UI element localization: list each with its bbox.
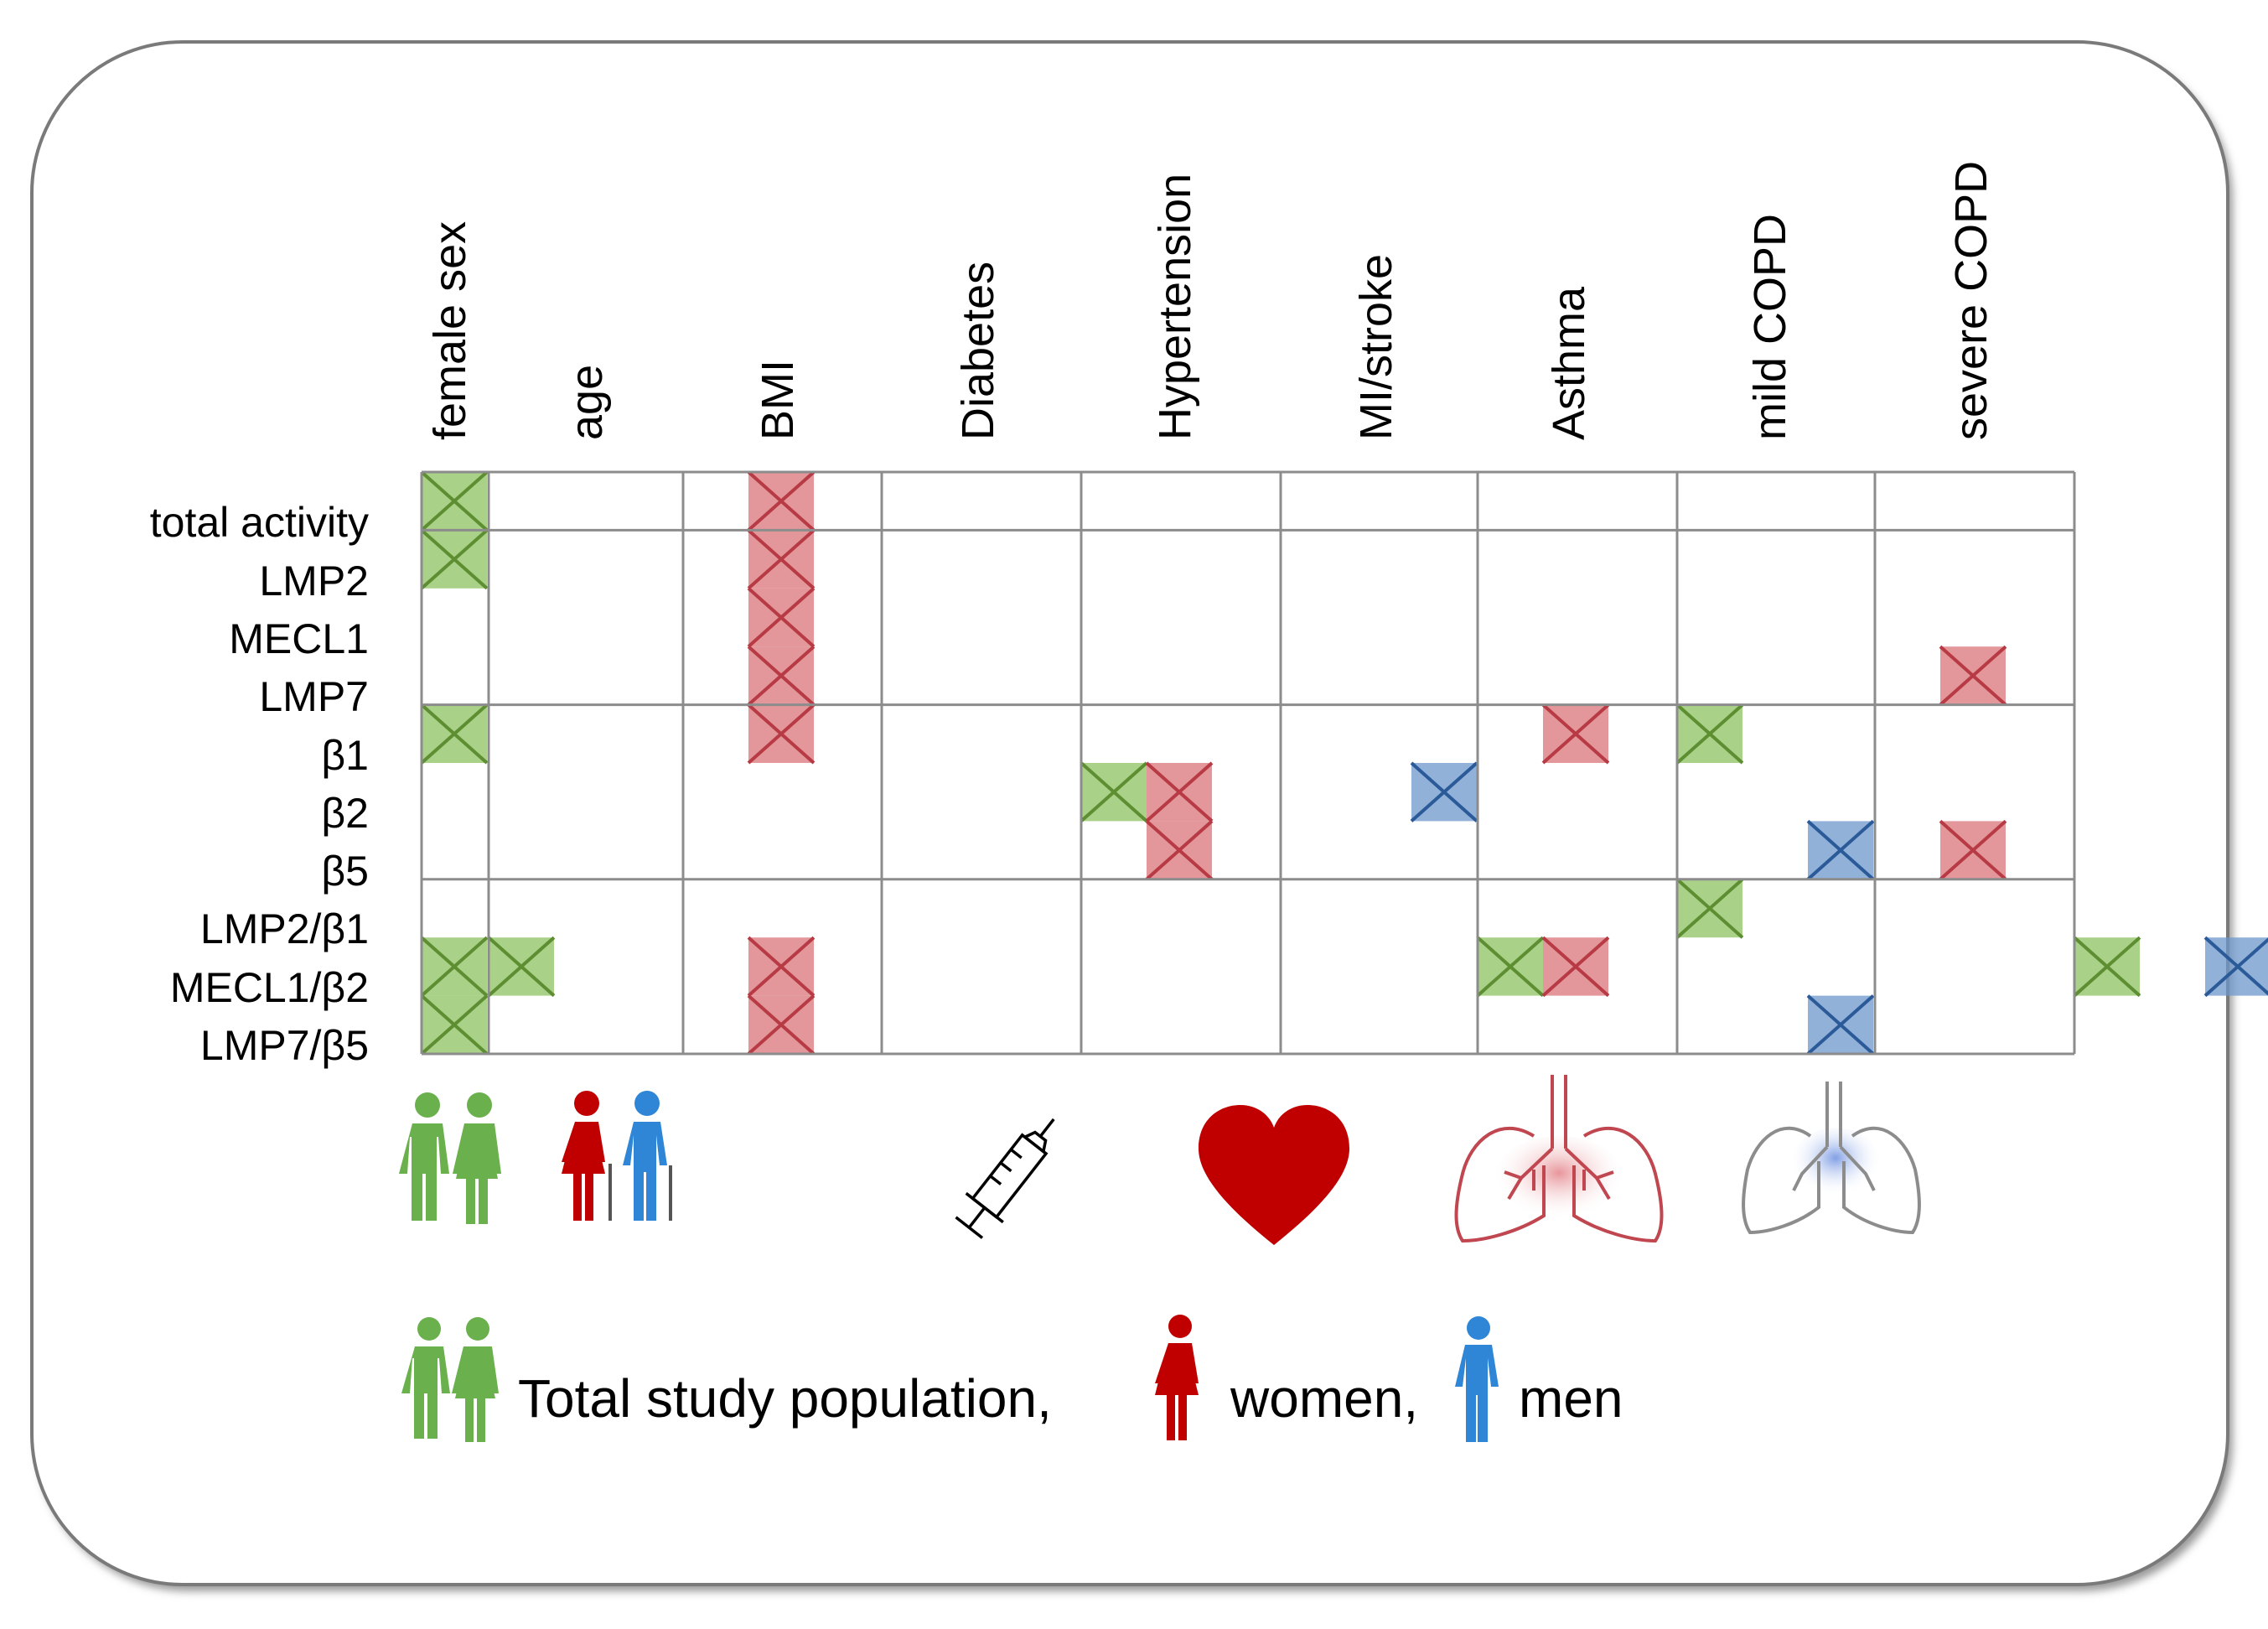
grid — [420, 470, 2076, 1056]
association-mark-total — [1675, 703, 1744, 765]
legend-woman-icon — [1155, 1315, 1199, 1440]
association-mark-women — [747, 703, 816, 765]
column-header: Hypertension — [1150, 174, 1200, 440]
column-header: BMI — [753, 360, 803, 440]
column-header: severe COPD — [1946, 161, 1996, 440]
column-header: age — [562, 365, 612, 440]
legend-man-icon — [1455, 1316, 1499, 1442]
association-mark-men — [1410, 761, 1478, 822]
association-mark-women — [1541, 703, 1610, 765]
column-headers: female sex age BMI Diabetes Hypertension… — [425, 161, 1996, 440]
legend-couple-icon — [401, 1317, 499, 1442]
legend: Total study population, women, men — [401, 1315, 1623, 1442]
row-label: β1 — [321, 732, 369, 779]
association-mark-total — [420, 994, 489, 1056]
association-mark-women — [747, 994, 816, 1056]
row-label: MECL1/β2 — [170, 964, 369, 1011]
association-mark-total — [420, 936, 489, 998]
association-mark-women — [747, 936, 816, 998]
couple-icon — [399, 1092, 501, 1224]
row-label: total activity — [150, 499, 369, 546]
association-mark-total — [420, 528, 489, 590]
association-mark-men — [1806, 994, 1875, 1056]
elderly-couple-icon — [562, 1091, 672, 1221]
association-mark-women — [1145, 819, 1214, 881]
association-mark-women — [747, 470, 816, 532]
row-label: MECL1 — [229, 615, 369, 662]
legend-women-label: women, — [1230, 1368, 1418, 1429]
heart-icon — [1199, 1105, 1349, 1245]
column-header: mild COPD — [1745, 214, 1795, 440]
association-mark-men — [2203, 936, 2268, 998]
column-header: Diabetes — [953, 262, 1003, 440]
legend-total-label: Total study population, — [518, 1368, 1052, 1429]
association-mark-total — [1080, 761, 1148, 822]
row-label: LMP2 — [259, 558, 369, 604]
association-mark-total — [420, 470, 489, 532]
association-mark-total — [2073, 936, 2141, 998]
association-mark-women — [747, 528, 816, 590]
row-label: LMP2/β1 — [200, 905, 369, 952]
column-header: Asthma — [1544, 286, 1594, 440]
legend-men-label: men — [1519, 1368, 1623, 1429]
association-mark-women — [1145, 761, 1214, 822]
row-label: LMP7 — [259, 673, 369, 720]
icons-row — [399, 1075, 1921, 1245]
row-label: LMP7/β5 — [200, 1022, 369, 1069]
row-label: β2 — [321, 790, 369, 837]
association-mark-women — [747, 645, 816, 707]
association-mark-women — [747, 587, 816, 648]
column-header: MI/stroke — [1351, 254, 1401, 440]
association-mark-total — [1476, 936, 1545, 998]
association-mark-women — [1939, 645, 2007, 707]
lungs-icon — [1454, 1075, 1664, 1243]
association-mark-women — [1541, 936, 1610, 998]
syringe-icon — [955, 1118, 1055, 1239]
lungs-copd-icon — [1742, 1082, 1921, 1235]
association-mark-total — [420, 703, 489, 765]
association-mark-total — [1675, 878, 1744, 939]
column-header: female sex — [425, 221, 475, 440]
row-label: β5 — [321, 848, 369, 895]
row-labels: total activity LMP2 MECL1 LMP7 β1 β2 β5 … — [150, 499, 369, 1069]
association-mark-total — [487, 936, 556, 998]
marks-layer — [420, 470, 2268, 1056]
association-mark-women — [1939, 819, 2007, 881]
association-mark-men — [1806, 819, 1875, 881]
